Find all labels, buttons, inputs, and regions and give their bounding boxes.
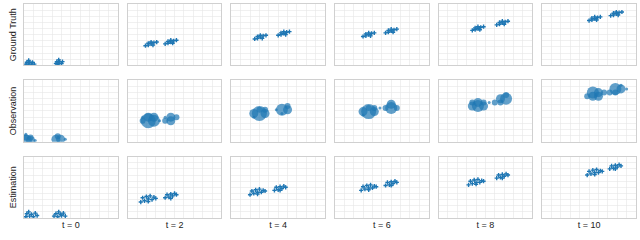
svg-text:Ground Truth: Ground Truth (8, 8, 18, 61)
svg-text:t = 8: t = 8 (477, 220, 495, 230)
svg-text:t = 10: t = 10 (578, 220, 601, 230)
svg-text:t = 6: t = 6 (373, 220, 391, 230)
svg-text:t = 2: t = 2 (166, 220, 184, 230)
svg-text:Observation: Observation (8, 87, 18, 136)
svg-text:t = 0: t = 0 (62, 220, 80, 230)
svg-text:Estimation: Estimation (8, 166, 18, 208)
svg-text:t = 4: t = 4 (269, 220, 287, 230)
